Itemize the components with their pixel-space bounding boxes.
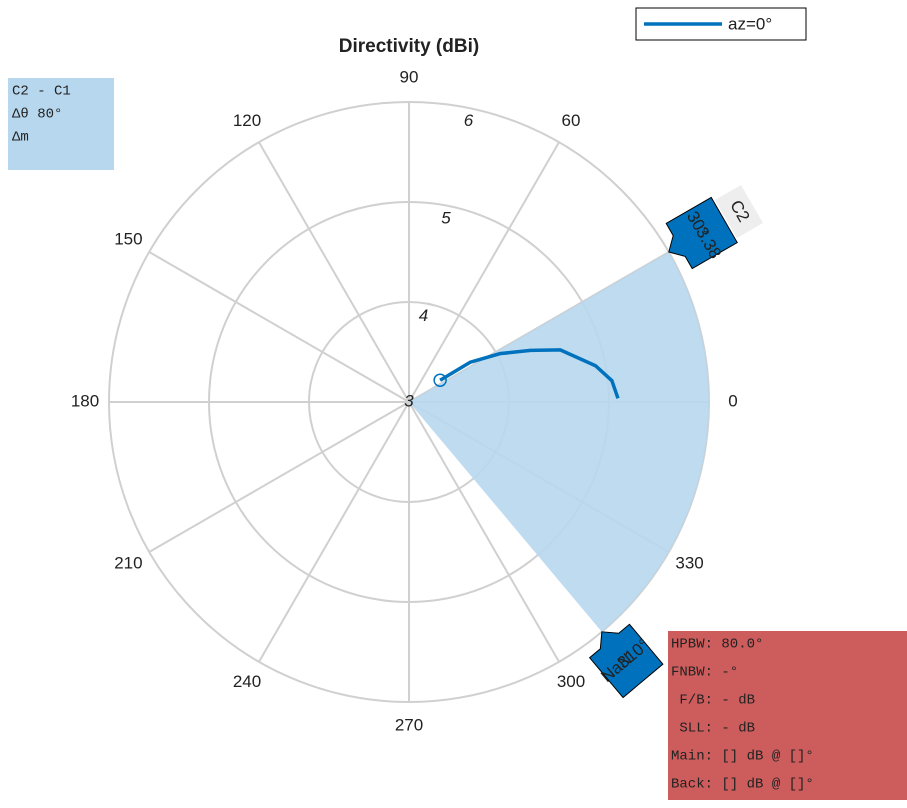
cursor-name-bg — [714, 184, 763, 239]
span-box — [8, 78, 114, 170]
theta-tick-label: 180 — [71, 391, 99, 410]
theta-tick-label: 210 — [114, 553, 142, 572]
cursor-body — [588, 623, 664, 699]
theta-tick-label: 90 — [400, 67, 419, 86]
theta-tick-label: 330 — [675, 553, 703, 572]
theta-tick-label: 270 — [395, 715, 423, 734]
grid-spoke — [258, 141, 410, 403]
stats-box-line: Back: [] dB @ []° — [671, 777, 814, 793]
grid-spoke — [148, 401, 410, 553]
grid-spoke — [148, 251, 410, 403]
cursor-marker: 310°NaN — [588, 623, 664, 699]
r-tick-label: 5 — [441, 209, 451, 228]
theta-tick-label: 150 — [114, 229, 142, 248]
start-marker — [433, 373, 447, 387]
theta-tick-label: 240 — [233, 672, 261, 691]
span-box-line: Δm — [12, 130, 29, 146]
cursor-body — [665, 196, 738, 270]
grid-spoke — [258, 401, 410, 663]
span-sector — [409, 252, 709, 632]
r-tick-label: 4 — [419, 306, 428, 325]
grid-spoke — [408, 141, 560, 403]
stats-box — [668, 631, 907, 800]
span-box-line: Δθ 80° — [12, 107, 62, 123]
theta-tick-label: 120 — [233, 111, 261, 130]
stats-box-line: SLL: - dB — [671, 721, 755, 737]
theta-tick-label: 60 — [562, 111, 581, 130]
theta-tick-label: 0 — [728, 391, 737, 410]
series-line — [439, 348, 620, 399]
stats-box-line: FNBW: -° — [671, 665, 738, 681]
r-tick-label: 3 — [404, 391, 414, 410]
legend-label: az=0° — [728, 14, 772, 33]
grid-spoke — [408, 401, 560, 663]
stats-box-line: Main: [] dB @ []° — [671, 749, 814, 765]
r-tick-label: 6 — [464, 111, 474, 130]
chart-title: Directivity (dBi) — [339, 36, 479, 57]
theta-tick-label: 300 — [557, 672, 585, 691]
stats-box-line: F/B: - dB — [671, 693, 755, 709]
span-box-line: C2 - C1 — [12, 84, 71, 100]
stats-box-line: HPBW: 80.0° — [671, 637, 763, 653]
